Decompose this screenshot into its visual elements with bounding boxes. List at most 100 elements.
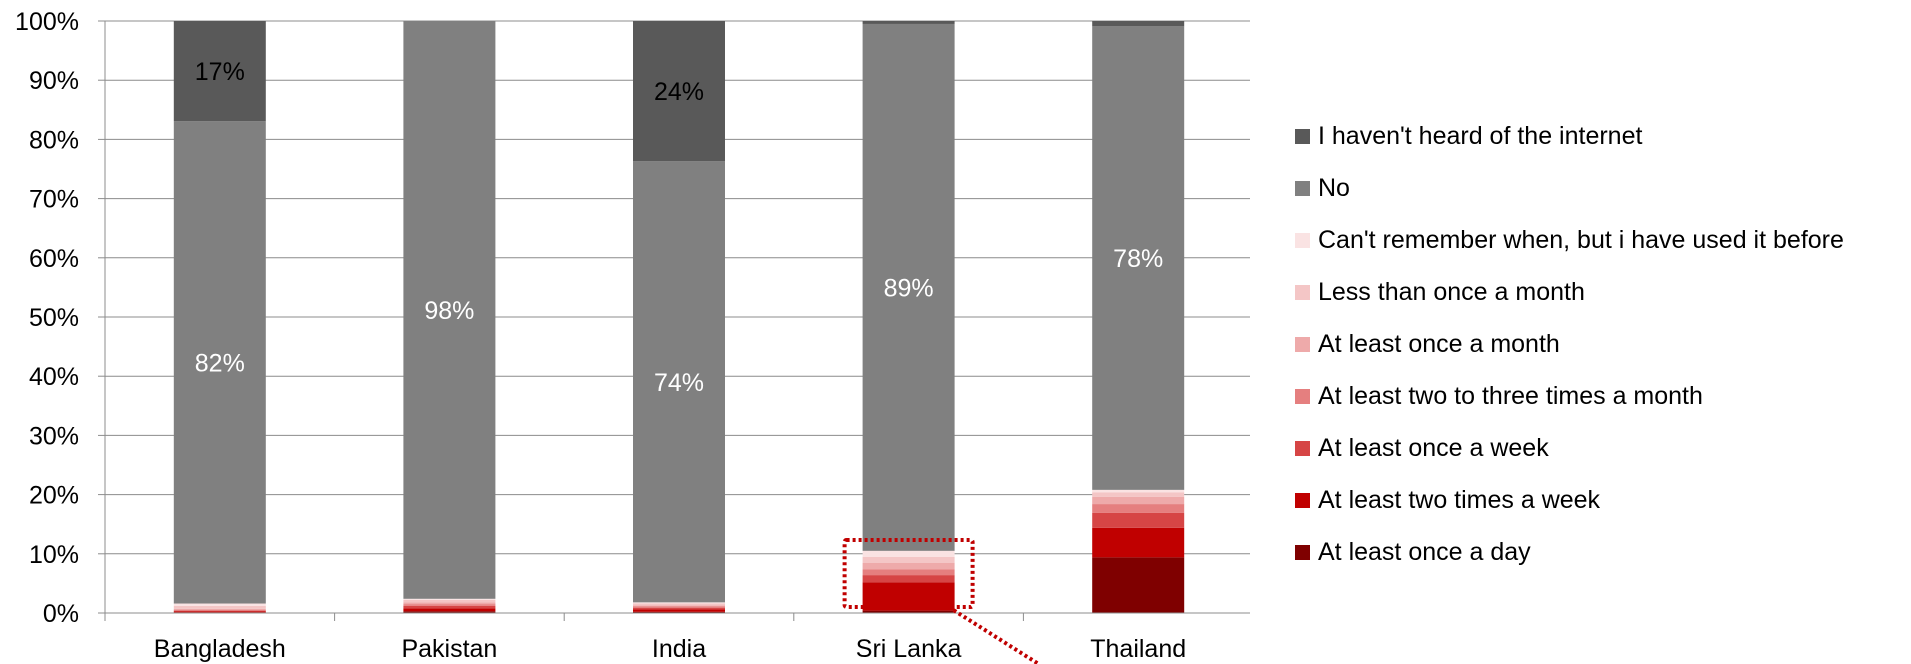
y-tick-label: 20% [29,482,79,510]
bar-segment [173,610,266,611]
legend-swatch [1295,336,1310,352]
bar-segment [1092,557,1185,613]
data-label: 98% [424,297,474,325]
data-label: 82% [195,349,245,377]
legend-label: At least two to three times a month [1318,381,1703,410]
bar-segment [633,605,725,607]
bar-segment [633,602,725,604]
legend-swatch [1295,492,1310,508]
stacked-bar-chart: 0% 10% 20% 30% 40% 50% 60% 70% 80% 90% 100% Banglad… [15,8,1250,664]
bar-segment [173,603,266,606]
bar-segment [403,602,496,605]
bar-segment [633,609,725,612]
bar-segment [173,611,266,613]
legend-label: Less than once a month [1318,277,1585,306]
legend-swatch [1295,128,1310,144]
legend-item: At least once a week [1295,422,1905,474]
bar-segment [173,21,266,122]
bar-segment [173,608,266,611]
bar-segment [862,562,955,570]
bar-segment [1092,489,1185,493]
legend-swatch [1295,180,1310,196]
bar-segment [1092,26,1185,490]
x-tick-label: Bangladesh [154,635,286,663]
bar-segment [633,606,725,608]
bar-segment [1092,504,1185,513]
x-tick-label: Sri Lanka [856,635,962,663]
legend-swatch [1295,440,1310,456]
bar-segment [173,605,266,609]
y-tick-label: 30% [29,422,79,450]
legend-swatch [1295,388,1310,404]
legend-item: At least once a month [1295,318,1905,370]
bar-segment [403,611,496,613]
legend-item: Can't remember when, but i have used it … [1295,214,1905,266]
y-tick-label: 90% [29,67,79,95]
legend-item: No [1295,162,1905,214]
y-tick-label: 0% [43,600,79,628]
bar-segment [633,603,725,606]
axes: 0% 10% 20% 30% 40% 50% 60% 70% 80% 90% 100% Banglad… [15,8,1250,663]
data-label: 24% [654,78,704,106]
bar-segment [403,605,496,609]
bar-segment [403,21,496,599]
bar-segment [862,556,955,563]
bar-segment [1092,512,1185,528]
bar-segment [633,21,725,162]
x-tick-label: Pakistan [401,635,497,663]
legend-label: No [1318,173,1350,202]
bars [173,21,1185,613]
highlight-pointer [947,605,1040,664]
y-tick-label: 70% [29,186,79,214]
bar-segment [1092,21,1185,27]
bar-segment [1092,496,1185,505]
annotation [842,537,1040,664]
data-label: 74% [654,369,704,397]
bar-segment [1092,492,1185,497]
bar-segment [173,121,266,604]
legend-swatch [1295,284,1310,300]
legend-label: At least once a month [1318,329,1560,358]
bar-segment [403,608,496,612]
legend-label: At least once a week [1318,433,1549,462]
bar-segment [633,161,725,603]
bar-segment [403,599,496,603]
legend-item: At least two to three times a month [1295,370,1905,422]
data-label: 17% [195,58,245,86]
legend: I haven't heard of the internet No Can't r… [1295,110,1905,578]
bar-segment [862,610,955,613]
highlight-box [842,537,975,610]
bar-segment [403,604,496,606]
bar-segment [633,607,725,610]
legend-swatch [1295,232,1310,248]
y-tick-label: 80% [29,126,79,154]
data-label: 78% [1113,245,1163,273]
bar-segment [862,21,955,24]
bar-segment [862,575,955,583]
bar-segment [173,610,266,612]
y-tick-label: 60% [29,245,79,273]
y-tick-label: 100% [15,8,79,36]
legend-item: Less than once a month [1295,266,1905,318]
legend-item: I haven't heard of the internet [1295,110,1905,162]
bar-segment [633,611,725,613]
bar-segment [403,598,496,600]
y-tick-label: 50% [29,304,79,332]
legend-label: I haven't heard of the internet [1318,121,1643,150]
bar-segment [862,550,955,557]
x-tick-label: Thailand [1090,635,1186,663]
x-tick-label: India [652,635,706,663]
legend-swatch [1295,544,1310,560]
y-tick-label: 40% [29,363,79,391]
legend-label: At least once a day [1318,537,1531,566]
data-label: 89% [884,274,934,302]
bar-segment [862,569,955,576]
legend-item: At least once a day [1295,526,1905,578]
bar-segment [1092,527,1185,558]
bar-segment [862,23,955,551]
legend-label: At least two times a week [1318,485,1601,514]
data-labels: 82% 17% 98% 74% 24% 89% 78% [195,58,1163,397]
legend-label: Can't remember when, but i have used it … [1318,225,1844,254]
y-tick-label: 10% [29,541,79,569]
